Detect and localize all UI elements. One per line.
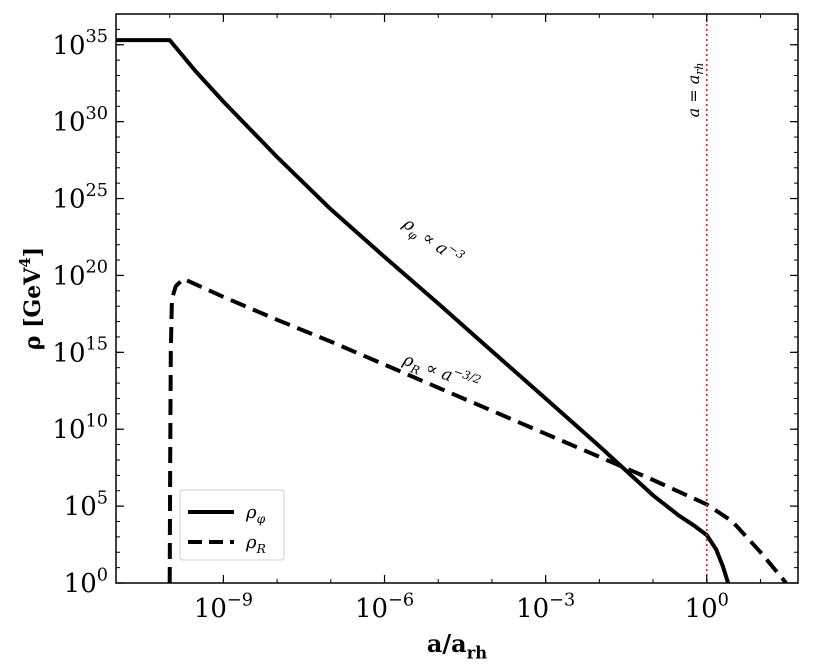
- x-tick-label: 10−3: [516, 590, 575, 624]
- y-tick-label: 100: [64, 565, 108, 599]
- x-tick-label: 10−6: [355, 590, 414, 624]
- series-layer: [116, 14, 788, 583]
- axis-layer: 10−9 10−6 10−3 100 100 105 1010 1015 1020 1025 103…: [16, 13, 799, 663]
- vline-label: a = arh: [684, 63, 706, 118]
- y-tick-label: 1010: [52, 412, 108, 446]
- y-tick-label: 1015: [52, 335, 108, 369]
- y-tick-label: 1035: [52, 27, 108, 61]
- x-tick-label: 10−9: [194, 590, 253, 624]
- x-tick-label: 100: [685, 590, 729, 624]
- annotation-rho-phi: ρφ ∝ a−3: [397, 210, 468, 272]
- y-tick-label: 1030: [52, 104, 108, 138]
- y-tick-label: 105: [64, 488, 108, 522]
- legend-label-rho-r: ρR: [245, 532, 266, 556]
- plot-frame: [115, 13, 799, 584]
- y-axis-label: ρ [GeV4]: [16, 247, 46, 350]
- x-axis-label: a/arh: [427, 629, 487, 663]
- y-tick-label: 1020: [52, 258, 108, 292]
- legend-box: [179, 489, 285, 561]
- y-tick-label: 1025: [52, 181, 108, 215]
- legend-label-rho-phi: ρφ: [245, 502, 266, 526]
- series-line-rho-phi: [116, 38, 731, 583]
- legend: ρφ ρR: [179, 489, 285, 561]
